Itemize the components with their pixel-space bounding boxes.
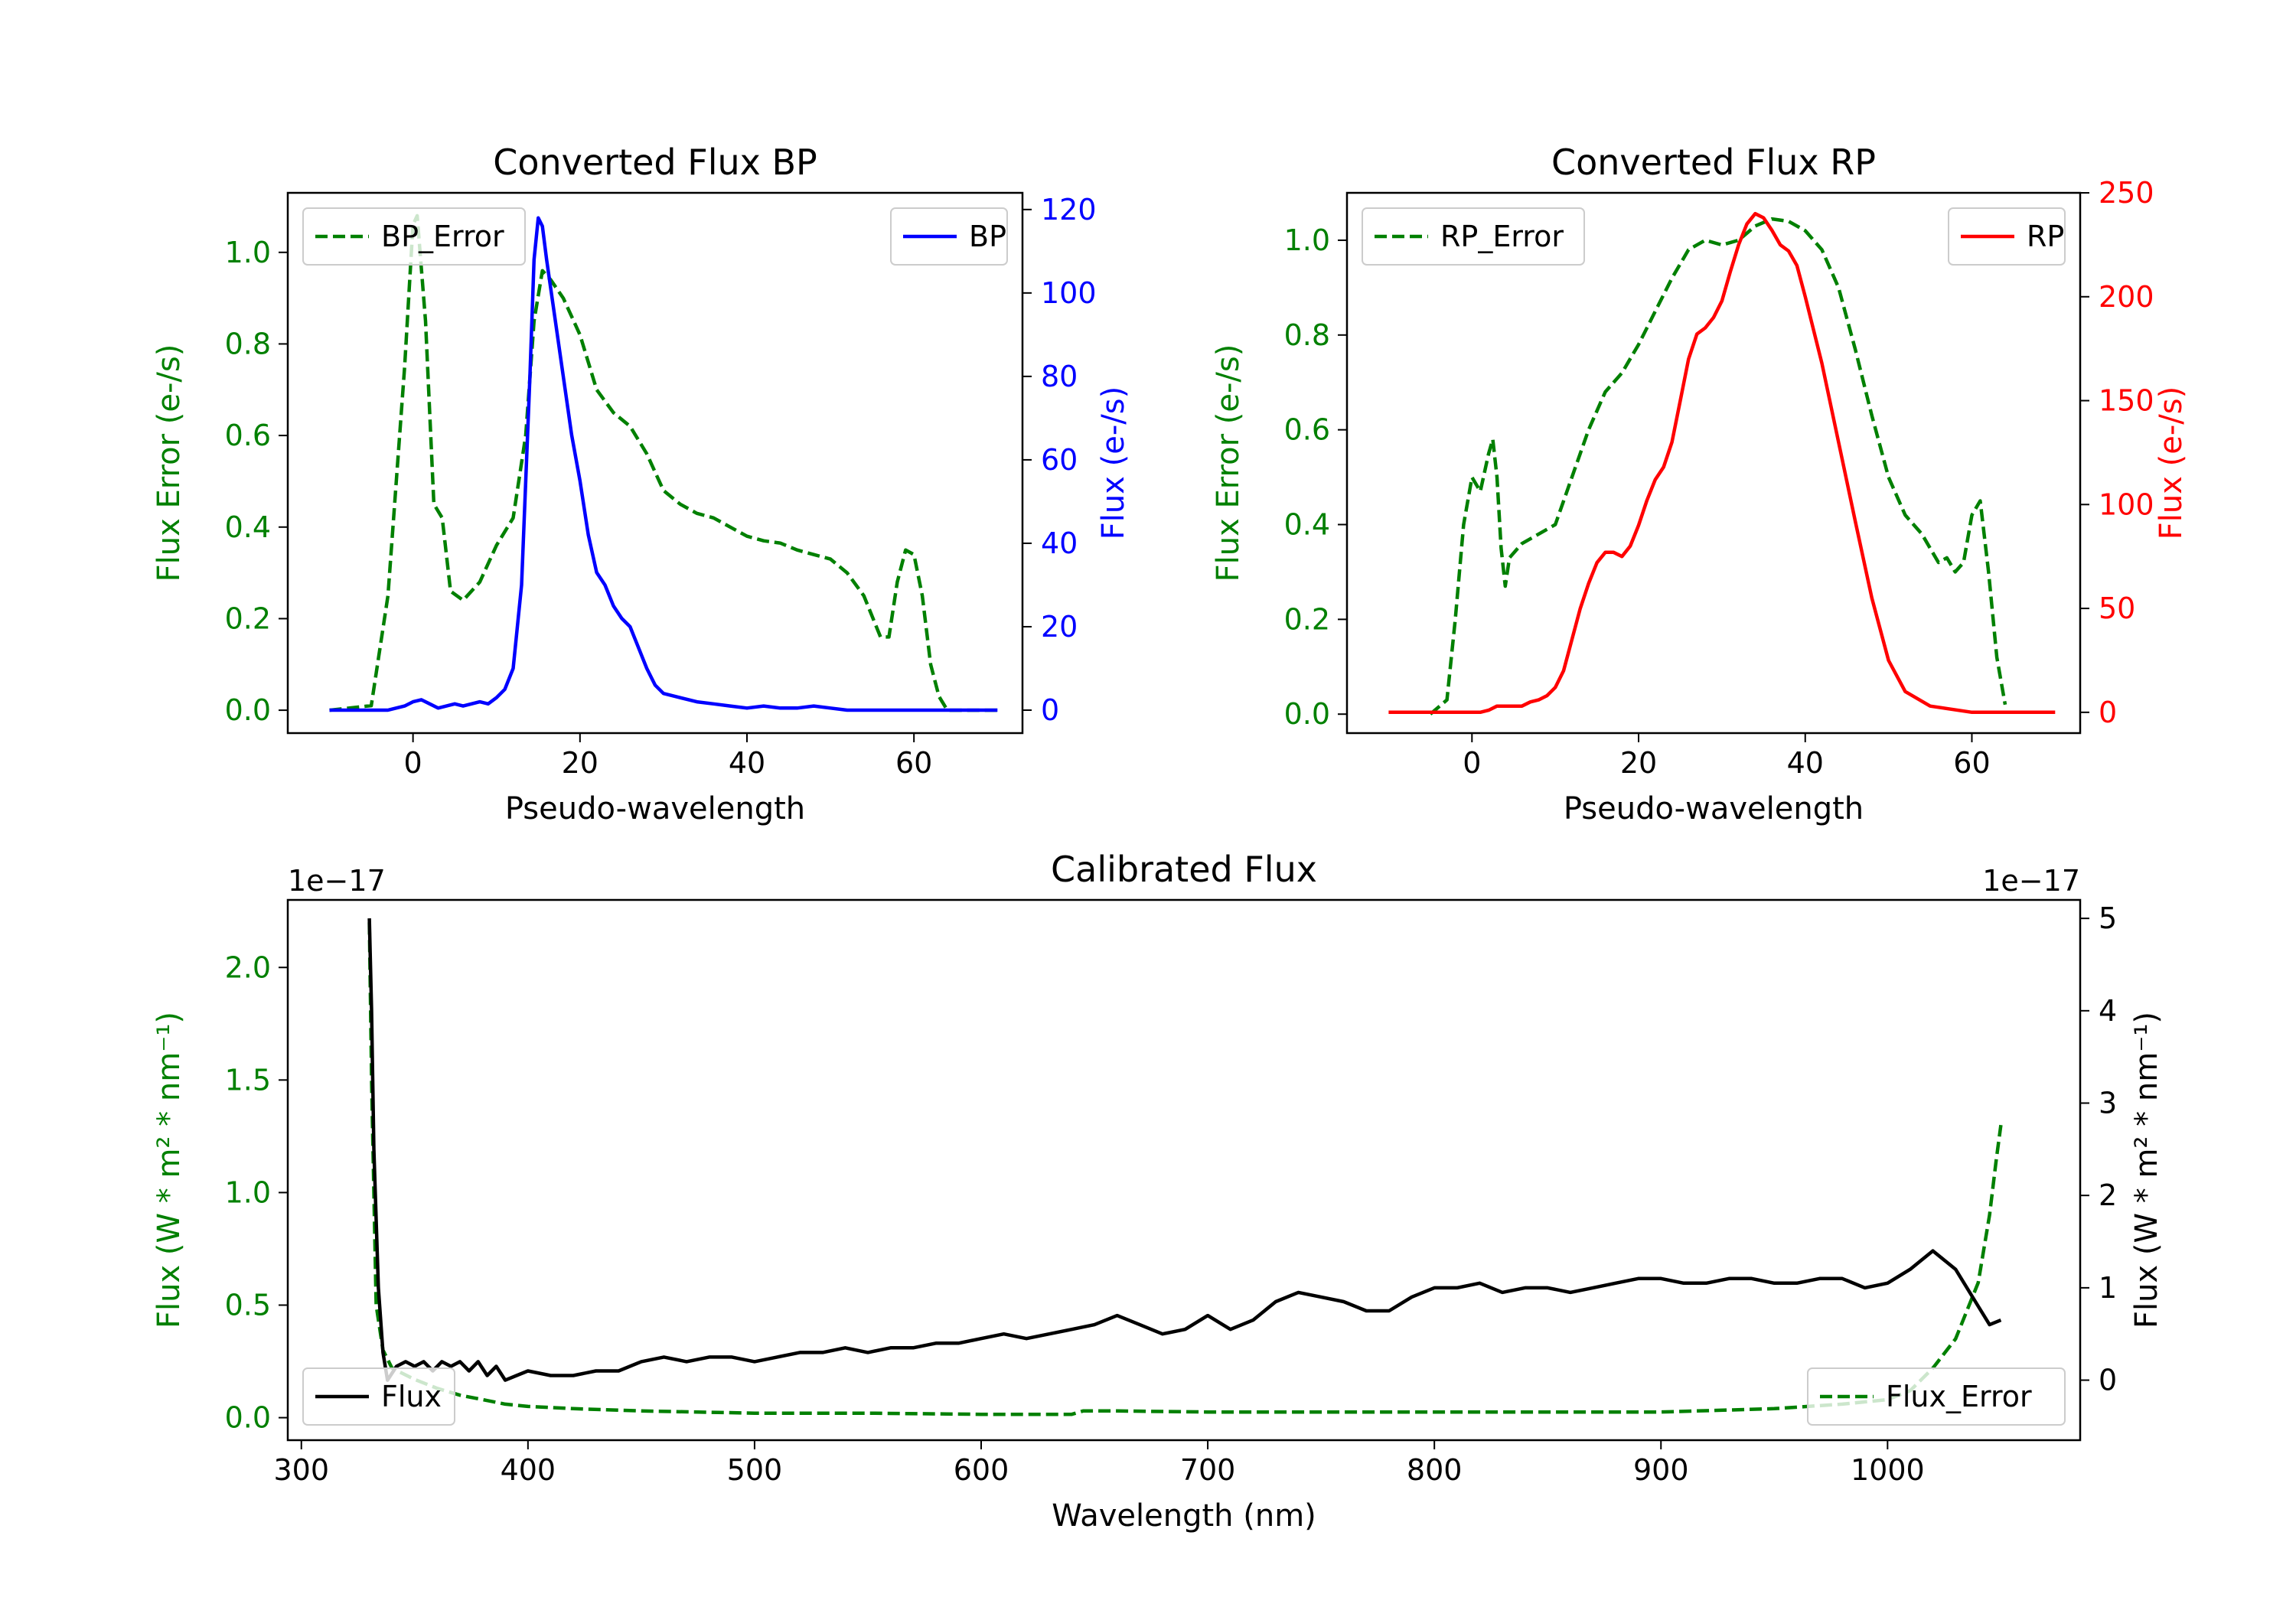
cal-y-left-axis-label: Flux (W * m² * nm⁻¹)	[152, 1012, 187, 1328]
bp-legend-box	[302, 207, 526, 266]
rp-series-rp-line	[1388, 211, 2056, 715]
bp-y-left-axis-label: Flux Error (e-/s)	[152, 344, 187, 582]
bp-y-right-tick-label: 60	[1041, 443, 1078, 477]
cal-legend-label: Flux_Error	[1886, 1380, 2032, 1413]
cal-legend-box	[302, 1367, 455, 1426]
cal-y-left-tick-label: 2.0	[225, 950, 271, 984]
rp-y-left-tick-label: 1.0	[1284, 223, 1330, 257]
rp-y-left-tick-label: 0.4	[1284, 508, 1330, 542]
rp-y-left-tick-label: 0.8	[1284, 318, 1330, 352]
rp-y-right-tick-label: 150	[2099, 384, 2154, 418]
bp-y-left-tick-label: 0.4	[225, 510, 271, 544]
bp-y-right-tick-label: 80	[1041, 360, 1078, 393]
cal-y-right-tick-label: 0	[2099, 1364, 2117, 1397]
bp-y-right-tick-label: 120	[1041, 193, 1097, 227]
cal-x-tick-label: 900	[1633, 1453, 1689, 1487]
cal-legend-flux-error: Flux_Error	[1807, 1367, 2066, 1426]
rp-title: Converted Flux RP	[1551, 142, 1876, 183]
cal-x-tick-label: 400	[501, 1453, 556, 1487]
cal-y-left-tick-label: 1.0	[225, 1175, 271, 1209]
cal-series-flux-line	[367, 918, 2002, 1382]
cal-y-left-tick-label: 0.0	[225, 1401, 271, 1435]
cal-y-left-offset-label: 1e−17	[288, 864, 386, 898]
bp-y-right-tick-label: 0	[1041, 693, 1059, 727]
cal-x-tick-label: 800	[1407, 1453, 1463, 1487]
cal-title: Calibrated Flux	[1051, 849, 1317, 890]
bp-legend-label: BP	[969, 220, 1006, 253]
bp-y-left-tick-label: 1.0	[225, 236, 271, 269]
cal-y-right-tick-label: 3	[2099, 1087, 2117, 1120]
rp-legend-label: RP_Error	[1440, 220, 1564, 253]
rp-x-tick-label: 40	[1787, 746, 1824, 780]
rp-plot-frame	[1345, 191, 2082, 735]
cal-y-right-tick-label: 5	[2099, 901, 2117, 935]
bp-y-left-tick-label: 0.2	[225, 601, 271, 635]
cal-legend-label: Flux	[381, 1380, 442, 1413]
rp-y-right-tick-label: 50	[2099, 592, 2135, 625]
cal-x-tick-label: 300	[273, 1453, 329, 1487]
rp-y-right-tick-label: 200	[2099, 280, 2154, 314]
bp-y-right-tick-label: 100	[1041, 276, 1097, 310]
bp-legend-bp: BP	[890, 207, 1008, 266]
bp-y-right-axis-label: Flux (e-/s)	[1096, 386, 1131, 539]
bp-y-left-tick-label: 0.0	[225, 693, 271, 727]
cal-x-tick-label: 500	[727, 1453, 783, 1487]
cal-x-axis-label: Wavelength (nm)	[1052, 1498, 1316, 1534]
cal-y-left-tick-label: 1.5	[225, 1063, 271, 1097]
cal-y-right-tick-label: 4	[2099, 994, 2117, 1028]
rp-legend-rp: RP	[1948, 207, 2066, 266]
cal-chart: Calibrated Flux 300 400 500 600 700 800 900 1000…	[152, 849, 2164, 1534]
rp-x-tick-label: 60	[1953, 746, 1990, 780]
rp-x-tick-label: 20	[1620, 746, 1657, 780]
cal-legend-flux: Flux	[302, 1367, 455, 1426]
bp-x-tick-label: 40	[729, 746, 765, 780]
rp-y-left-tick-label: 0.6	[1284, 413, 1330, 447]
rp-y-left-axis-label: Flux Error (e-/s)	[1211, 344, 1246, 582]
rp-series-rp-error-line	[1429, 217, 2007, 715]
bp-chart: Converted Flux BP 0 20 40 60 Pseudo-wavelengt…	[152, 142, 1131, 826]
bp-legend-bp-error: BP_Error	[302, 207, 526, 266]
bp-x-axis-label: Pseudo-wavelength	[505, 791, 805, 826]
cal-y-right-tick-label: 2	[2099, 1178, 2117, 1212]
cal-legend-box	[1807, 1367, 2066, 1426]
bp-x-tick-label: 60	[895, 746, 932, 780]
bp-plot-frame	[286, 191, 1024, 735]
cal-x-tick-label: 700	[1180, 1453, 1236, 1487]
rp-chart: Converted Flux RP 0 20 40 60 Pseudo-wavelengt…	[1211, 142, 2189, 826]
rp-y-right-tick-label: 250	[2099, 176, 2154, 210]
bp-y-left-tick-label: 0.8	[225, 327, 271, 360]
rp-x-tick-label: 0	[1463, 746, 1481, 780]
bp-x-tick-label: 0	[404, 746, 422, 780]
rp-legend-box	[1362, 207, 1585, 266]
rp-y-left-tick-label: 0.0	[1284, 697, 1330, 731]
bp-y-right-tick-label: 40	[1041, 526, 1078, 560]
bp-y-left-tick-label: 0.6	[225, 419, 271, 452]
bp-y-right-tick-label: 20	[1041, 610, 1078, 644]
rp-legend-label: RP	[2027, 220, 2064, 253]
cal-y-right-offset-label: 1e−17	[1982, 864, 2080, 898]
cal-x-tick-label: 600	[954, 1453, 1009, 1487]
cal-plot-frame	[286, 898, 2082, 1442]
cal-y-right-axis-label: Flux (W * m² * nm⁻¹)	[2129, 1012, 2164, 1328]
bp-series-bp-error-line	[329, 214, 998, 712]
bp-series-bp-line	[329, 216, 998, 712]
rp-x-axis-label: Pseudo-wavelength	[1564, 791, 1864, 826]
cal-y-left-tick-label: 0.5	[225, 1289, 271, 1322]
rp-legend-rp-error: RP_Error	[1362, 207, 1585, 266]
rp-y-right-tick-label: 100	[2099, 487, 2154, 521]
cal-y-right-tick-label: 1	[2099, 1271, 2117, 1305]
rp-y-right-axis-label: Flux (e-/s)	[2154, 386, 2189, 539]
cal-x-tick-label: 1000	[1851, 1453, 1925, 1487]
bp-title: Converted Flux BP	[493, 142, 817, 183]
bp-x-tick-label: 20	[562, 746, 598, 780]
bp-legend-label: BP_Error	[381, 220, 504, 253]
rp-y-left-tick-label: 0.2	[1284, 602, 1330, 636]
rp-y-right-tick-label: 0	[2099, 696, 2117, 729]
